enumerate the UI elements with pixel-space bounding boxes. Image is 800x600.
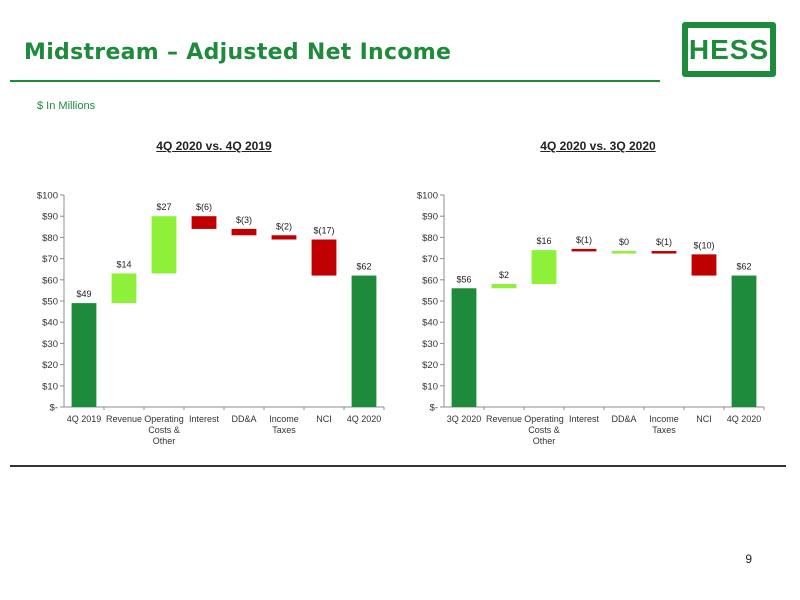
waterfall-bar xyxy=(491,284,517,289)
units-label: $ In Millions xyxy=(37,100,96,112)
y-tick-label: $10 xyxy=(422,381,438,392)
y-tick-label: $70 xyxy=(422,254,438,265)
x-tick-label: Interest xyxy=(569,414,600,424)
y-tick-label: $60 xyxy=(42,275,58,286)
waterfall-bar xyxy=(271,235,297,240)
data-label: $56 xyxy=(456,274,471,284)
hess-logo: HESS xyxy=(682,22,776,77)
y-tick-label: $- xyxy=(50,403,58,414)
y-tick-label: $100 xyxy=(417,191,438,202)
data-label: $(1) xyxy=(576,235,592,245)
y-tick-label: $40 xyxy=(42,318,58,329)
title-divider xyxy=(10,80,660,82)
y-tick-label: $90 xyxy=(42,212,58,223)
data-label: $62 xyxy=(736,262,751,272)
waterfall-bar xyxy=(731,275,757,407)
y-tick-label: $70 xyxy=(42,254,58,265)
waterfall-bar xyxy=(351,275,377,407)
x-tick-label: Interest xyxy=(189,414,220,424)
x-tick-label: Costs & xyxy=(528,425,560,435)
x-tick-label: NCI xyxy=(316,414,332,424)
data-label: $(6) xyxy=(196,202,212,212)
data-label: $2 xyxy=(499,270,509,280)
data-label: $0 xyxy=(619,237,629,247)
waterfall-bar xyxy=(71,303,97,407)
y-tick-label: $20 xyxy=(422,360,438,371)
x-tick-label: Operating xyxy=(144,414,184,424)
data-label: $(2) xyxy=(276,221,292,231)
data-label: $62 xyxy=(356,262,371,272)
x-tick-label: DD&A xyxy=(611,414,636,424)
waterfall-bar xyxy=(691,254,717,276)
waterfall-bar xyxy=(151,216,177,274)
x-tick-label: Income xyxy=(269,414,299,424)
y-tick-label: $80 xyxy=(42,233,58,244)
x-tick-label: Other xyxy=(533,436,556,446)
page-title: Midstream – Adjusted Net Income xyxy=(24,40,452,65)
waterfall-bar xyxy=(111,273,137,304)
x-tick-label: NCI xyxy=(696,414,712,424)
footer-divider xyxy=(10,465,786,467)
y-tick-label: $90 xyxy=(422,212,438,223)
y-tick-label: $50 xyxy=(422,297,438,308)
y-tick-label: $40 xyxy=(422,318,438,329)
x-tick-label: Other xyxy=(153,436,176,446)
y-tick-label: $30 xyxy=(42,339,58,350)
x-tick-label: Costs & xyxy=(148,425,180,435)
chart-2-title: 4Q 2020 vs. 3Q 2020 xyxy=(540,139,656,153)
y-tick-label: $100 xyxy=(37,191,58,202)
y-tick-label: $60 xyxy=(422,275,438,286)
y-tick-label: $30 xyxy=(422,339,438,350)
x-tick-label: 3Q 2020 xyxy=(447,414,482,424)
y-tick-label: $80 xyxy=(422,233,438,244)
x-tick-label: 4Q 2020 xyxy=(347,414,382,424)
data-label: $49 xyxy=(76,289,91,299)
waterfall-bar xyxy=(611,251,637,254)
waterfall-chart-4q2019: $- $10 $20 $30 $40 $50 $60 $70 $80 $90 $100 $49 4Q 2… xyxy=(37,191,385,446)
data-label: $14 xyxy=(116,259,131,269)
data-label: $(17) xyxy=(313,226,334,236)
y-tick-label: $50 xyxy=(42,297,58,308)
data-label: $(3) xyxy=(236,215,252,225)
logo-text: HESS xyxy=(688,34,770,65)
y-tick-label: $20 xyxy=(42,360,58,371)
y-tick-label: $- xyxy=(430,403,438,414)
page-number: 9 xyxy=(745,552,752,566)
x-tick-label: Taxes xyxy=(272,425,296,435)
chart-1-title: 4Q 2020 vs. 4Q 2019 xyxy=(156,139,272,153)
waterfall-bar xyxy=(531,250,557,285)
waterfall-bar xyxy=(231,228,257,236)
x-tick-label: Revenue xyxy=(486,414,522,424)
x-tick-label: DD&A xyxy=(231,414,256,424)
waterfall-bar xyxy=(311,239,337,276)
x-tick-label: Revenue xyxy=(106,414,142,424)
data-label: $27 xyxy=(156,202,171,212)
waterfall-bar xyxy=(571,248,597,252)
x-tick-label: Taxes xyxy=(652,425,676,435)
data-label: $(1) xyxy=(656,237,672,247)
data-label: $16 xyxy=(536,236,551,246)
x-tick-label: Operating xyxy=(524,414,564,424)
waterfall-bar xyxy=(651,251,677,254)
x-tick-label: 4Q 2019 xyxy=(67,414,102,424)
data-label: $(10) xyxy=(693,240,714,250)
x-tick-label: Income xyxy=(649,414,679,424)
y-tick-label: $10 xyxy=(42,381,58,392)
waterfall-bar xyxy=(191,216,217,229)
logo-inner: HESS xyxy=(688,28,770,71)
waterfall-bar xyxy=(451,288,477,407)
waterfall-chart-3q2020: $- $10 $20 $30 $40 $50 $60 $70 $80 $90 $100 $56 3Q 2… xyxy=(417,191,765,446)
x-tick-label: 4Q 2020 xyxy=(727,414,762,424)
